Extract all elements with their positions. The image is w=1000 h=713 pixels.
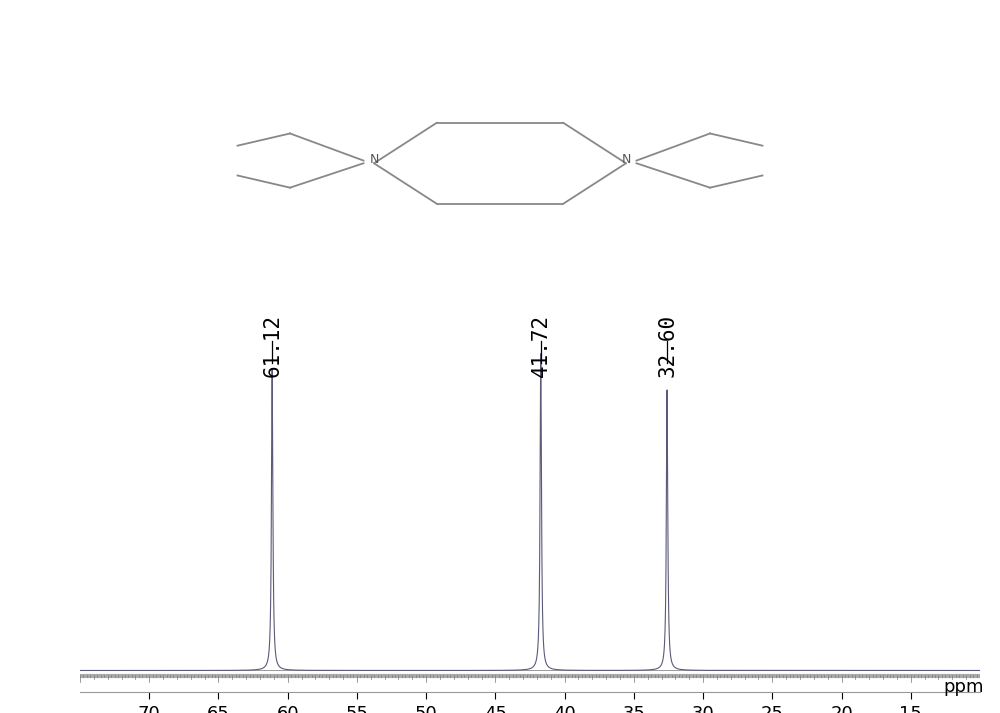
Text: 41.72: 41.72 [531, 314, 551, 377]
Text: 32.60: 32.60 [657, 314, 677, 377]
Text: ppm: ppm [944, 678, 984, 696]
Text: 61.12: 61.12 [262, 314, 282, 377]
Text: N: N [621, 153, 631, 165]
Text: N: N [369, 153, 379, 165]
